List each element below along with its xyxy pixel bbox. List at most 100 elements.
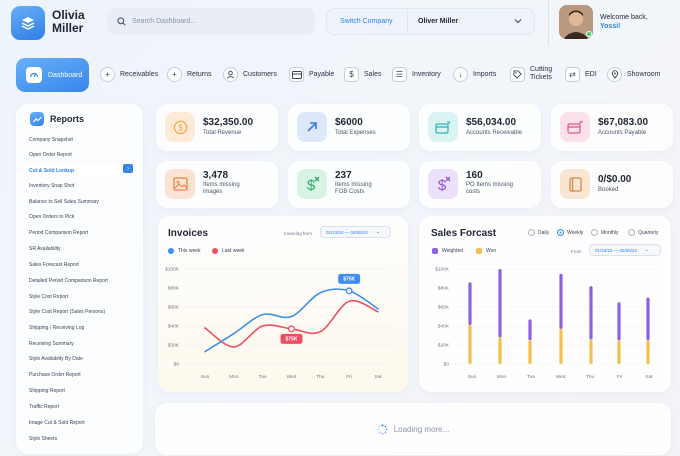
x-tick-label: Wed: [287, 374, 297, 380]
data-point-marker: [288, 325, 295, 333]
sidebar-item-report[interactable]: Shipping Report: [29, 388, 65, 394]
nav-inventory[interactable]: ☰ Inventory: [392, 67, 441, 82]
user-avatar-image: [559, 5, 593, 39]
stat-label-line: images: [203, 189, 223, 195]
x-tick-label: Fri: [346, 374, 352, 380]
arrow-up-right-icon: [297, 112, 327, 142]
bar-won: [646, 340, 650, 364]
sidebar-item-report[interactable]: Shipping / Receiving Log: [29, 325, 85, 331]
nav-sales[interactable]: $ Sales: [344, 67, 382, 82]
stat-label-line: PO Items missing: [466, 182, 514, 188]
legend-dot: [212, 248, 218, 254]
nav-showroom[interactable]: Showroom: [607, 67, 660, 82]
stat-card[interactable]: $160 PO Items missing costs: [419, 161, 541, 208]
x-tick-label: Sun: [468, 374, 477, 380]
stat-card[interactable]: $ $32,350.00 Total Revenue: [156, 104, 278, 151]
x-tick-label: Sat: [645, 374, 653, 380]
svg-text:$: $: [307, 177, 316, 192]
sidebar-item-report[interactable]: Traffic Report: [29, 404, 60, 410]
stat-label: Accounts Payable: [598, 130, 668, 137]
book-icon: [560, 169, 590, 199]
nav-cutting-label-1: Cutting: [530, 66, 553, 73]
sidebar-item-report[interactable]: SR Availability: [29, 246, 61, 252]
chevron-right-icon[interactable]: ›: [123, 164, 133, 173]
sales-from-label: From: [571, 249, 582, 254]
nav-dashboard[interactable]: Dashboard: [16, 58, 89, 92]
data-callout: [280, 333, 303, 344]
option-monthly[interactable]: Monthly: [591, 229, 619, 236]
sidebar-item-report[interactable]: Inventory Snap Shot: [29, 183, 75, 189]
stat-label-line: Total Revenue: [203, 130, 242, 136]
y-tick-label: $100K: [435, 267, 450, 273]
option-daily-label: Daily: [538, 229, 550, 236]
nav-edi[interactable]: ⇄ EDI: [565, 67, 597, 82]
stat-label: Items missing images: [203, 182, 273, 196]
option-weekly[interactable]: Weekly: [557, 229, 583, 236]
option-quarterly[interactable]: Quarterly: [628, 229, 659, 236]
stat-value: $32,350.00: [203, 117, 254, 128]
sidebar-item-report[interactable]: Style Cost Report: [29, 294, 69, 300]
sidebar-item-report[interactable]: Company Snapshot: [29, 137, 73, 143]
nav-payable[interactable]: Payable: [289, 67, 334, 82]
nav-imports[interactable]: ↓ Imports: [453, 67, 496, 82]
loading-text: Loading more...: [393, 424, 450, 434]
stat-label: Accounts Receivable: [466, 130, 536, 137]
image-icon: [165, 169, 195, 199]
sidebar-item-report[interactable]: Style Cost Report (Sales Persons): [29, 309, 106, 315]
sales-date-picker[interactable]: 01/23/22 — 02/05/22 ⌄: [589, 244, 661, 256]
nav-customers[interactable]: Customers: [223, 67, 277, 82]
stat-card[interactable]: $56,034.00 Accounts Receivable: [419, 104, 541, 151]
stat-label: PO Items missing costs: [466, 182, 536, 196]
legend-label: Weighted: [442, 248, 464, 254]
radio-icon: [591, 229, 598, 236]
search-input[interactable]: Search Dashboard...: [107, 8, 315, 35]
chevron-down-icon: ⌄: [645, 247, 649, 252]
header-divider: [548, 0, 549, 46]
app-logo[interactable]: [11, 6, 45, 40]
gauge-icon: [26, 67, 42, 83]
stat-value: $56,034.00: [466, 117, 517, 128]
data-callout-label: $75K: [343, 277, 355, 283]
svg-text:$: $: [438, 177, 447, 192]
stat-card[interactable]: $237 Items missing FOB Costs: [288, 161, 410, 208]
sidebar-item-report[interactable]: Receiving Summary: [29, 341, 74, 347]
avatar[interactable]: [559, 5, 593, 39]
sidebar-item-report[interactable]: Purchase Order Report: [29, 372, 81, 378]
sidebar-item-report[interactable]: Style Availablity By Date: [29, 356, 83, 362]
sidebar-item-report[interactable]: Open Order Report: [29, 152, 72, 158]
stat-label-line: Accounts Receivable: [466, 130, 523, 136]
y-tick-label: $60K: [438, 305, 450, 311]
stat-card[interactable]: $6000 Total Expenses: [288, 104, 410, 151]
sidebar-item-report[interactable]: Sales Forecast Report: [29, 262, 79, 268]
company-switcher[interactable]: Switch Company Oliver Miller: [326, 8, 535, 35]
option-daily[interactable]: Daily: [528, 229, 549, 236]
y-tick-label: $20K: [168, 343, 180, 349]
stat-card[interactable]: $67,083.00 Accounts Payable: [551, 104, 673, 151]
legend-label: This week: [178, 248, 201, 254]
nav-cutting-tickets[interactable]: Cutting Tickets: [510, 66, 552, 82]
invoices-date-picker[interactable]: 01/23/22 — 02/05/22 ⌄: [320, 226, 391, 238]
legend-this-week: This week: [168, 248, 201, 254]
sidebar-item-report[interactable]: Balance to Sell Sales Summary: [29, 199, 100, 205]
legend-label: Won: [486, 248, 497, 254]
sidebar-item-report[interactable]: Cut & Sold Lookup: [29, 168, 74, 174]
sidebar-item-report[interactable]: Image Cut & Sold Report: [29, 420, 85, 426]
x-tick-label: Sun: [201, 374, 210, 380]
sidebar-item-report[interactable]: Open Orders to Pick: [29, 214, 75, 220]
brand-line-1: Olivia: [52, 8, 85, 22]
x-tick-label: Thu: [316, 374, 325, 380]
nav-returns[interactable]: + Returns: [167, 67, 212, 82]
dollar-icon: $: [165, 112, 195, 142]
bar-won: [468, 325, 472, 364]
sidebar-item-report[interactable]: Style Sheets: [29, 436, 58, 442]
nav-receivables[interactable]: + Receivables: [100, 67, 158, 82]
nav-dashboard-label: Dashboard: [48, 71, 83, 79]
plus-circle-icon: +: [167, 67, 182, 82]
sidebar-item-report[interactable]: Period Comparison Report: [29, 230, 89, 236]
sidebar-item-report[interactable]: Detailed Period Comparison Report: [29, 278, 108, 284]
user-icon: [223, 67, 238, 82]
stat-card[interactable]: 3,478 Items missing images: [156, 161, 278, 208]
bar-weighted: [498, 269, 502, 338]
stat-card[interactable]: 0/$0.00 Booked: [551, 161, 673, 208]
sales-forecast-title: Sales Forcast: [431, 228, 497, 239]
